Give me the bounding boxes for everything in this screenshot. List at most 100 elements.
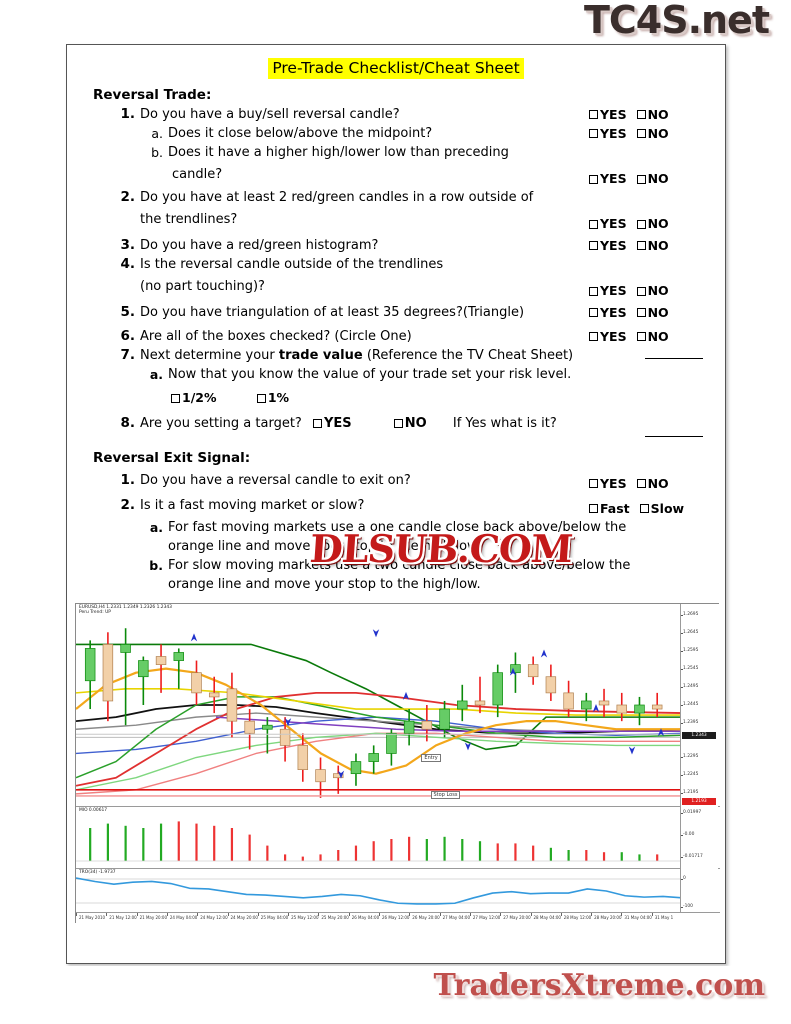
site-logo-tc4s: TC4S.net (583, 0, 770, 42)
no-option[interactable]: NO (636, 327, 669, 346)
site-logo-tradersxtreme: TradersXtreme.com (433, 968, 765, 1003)
slow-label: Slow (650, 501, 685, 516)
yes-option[interactable]: YES (589, 303, 627, 322)
no-option[interactable]: NO (636, 236, 669, 255)
yes-option[interactable]: YES (589, 124, 627, 143)
no-option[interactable]: NO (636, 278, 669, 304)
item-number: 1. (120, 472, 135, 488)
answer-group: YES NO (589, 278, 707, 304)
no-option[interactable]: NO (636, 105, 669, 124)
no-option[interactable]: NO (636, 211, 669, 237)
item-text: Do you have at least 2 red/green candles… (140, 190, 534, 205)
risk-half-percent-label: 1/2% (182, 390, 217, 405)
price-axis-tick: 1.2245 (680, 772, 699, 777)
checkbox-icon[interactable] (589, 504, 598, 513)
yes-option[interactable]: YES (589, 211, 627, 237)
item-text: Is the reversal candle outside of the tr… (140, 257, 444, 272)
checkbox-icon[interactable] (589, 174, 598, 184)
checklist-item: 6. Are all of the boxes checked? (Circle… (81, 327, 711, 346)
fast-option[interactable]: Fast (589, 496, 630, 521)
price-axis-tick: 1.2495 (680, 684, 699, 689)
checkbox-icon[interactable] (589, 308, 598, 317)
checkbox-icon[interactable] (636, 110, 646, 119)
target-no-label: NO (404, 416, 427, 431)
mio-axis-tick: 0.01997 (680, 810, 702, 815)
trade-value-bold: trade value (278, 348, 363, 363)
yes-option[interactable]: YES (589, 471, 627, 496)
item-text: Do you have a red/green histogram? (140, 238, 379, 253)
checkbox-icon[interactable] (256, 394, 266, 403)
time-axis-label: 24 May 20:00 (227, 913, 258, 920)
item-number: 2. (120, 497, 135, 513)
risk-half-percent-option[interactable]: 1/2% (171, 390, 217, 405)
no-option[interactable]: NO (636, 303, 669, 322)
checkbox-icon[interactable] (636, 308, 646, 317)
item-number: b. (151, 145, 163, 160)
trade-value-blank-field[interactable] (645, 346, 703, 359)
checklist-subitem: b. For slow moving markets use a two can… (81, 556, 711, 575)
time-axis-label: 27 May 04:00 (439, 913, 471, 920)
chart-mio-pane[interactable]: MIO 0.00617 (76, 806, 720, 868)
checkbox-icon[interactable] (589, 129, 598, 138)
yes-option[interactable]: YES (589, 236, 627, 255)
time-axis-label: 26 May 20:00 (409, 913, 440, 920)
no-label: NO (647, 126, 669, 141)
section-heading-reversal-exit: Reversal Exit Signal: (93, 450, 251, 466)
chart-tro-pane[interactable]: TRO(34) -1.9737 (76, 868, 720, 912)
trading-chart[interactable]: EURUSD,H4 1.2331 1.2349 1.2326 1.2343 Pe… (75, 603, 720, 924)
target-no-option[interactable]: NO (393, 416, 427, 431)
no-option[interactable]: NO (636, 166, 669, 192)
checkbox-icon[interactable] (589, 332, 598, 341)
checkbox-icon[interactable] (636, 219, 646, 229)
answer-group: YES NO (589, 303, 707, 322)
yes-label: YES (600, 305, 627, 320)
checkbox-icon[interactable] (636, 129, 646, 138)
checkbox-icon[interactable] (636, 332, 646, 341)
time-axis-label: 21 May 20:00 (136, 913, 168, 920)
checkbox-icon[interactable] (171, 394, 180, 403)
checkbox-icon[interactable] (639, 504, 649, 513)
slow-option[interactable]: Slow (639, 496, 685, 521)
section-heading-reversal-trade: Reversal Trade: (93, 87, 212, 103)
checklist-item: 2. Do you have at least 2 red/green cand… (81, 188, 711, 207)
checkbox-icon[interactable] (589, 241, 598, 250)
tro-indicator-label: TRO(34) -1.9737 (79, 870, 116, 875)
target-yes-option[interactable]: YES (312, 416, 352, 431)
checkbox-icon[interactable] (589, 479, 598, 488)
mio-histogram-svg (76, 821, 682, 862)
checkbox-icon[interactable] (589, 286, 598, 296)
checkbox-icon[interactable] (636, 479, 646, 488)
no-option[interactable]: NO (636, 124, 669, 143)
yes-label: YES (600, 238, 627, 253)
chart-price-pane[interactable]: EURUSD,H4 1.2331 1.2349 1.2326 1.2343 Pe… (76, 604, 720, 806)
item-text-continued: orange line and move your stop to the hi… (168, 577, 481, 592)
no-option[interactable]: NO (636, 471, 669, 496)
item-number: 4. (120, 256, 135, 272)
checkbox-icon[interactable] (312, 419, 322, 428)
yes-option[interactable]: YES (589, 278, 627, 304)
target-value-blank-field[interactable] (645, 424, 703, 437)
item-number: 6. (120, 328, 135, 344)
no-label: NO (647, 329, 669, 344)
price-axis-tick: 1.2295 (680, 754, 699, 759)
yes-option[interactable]: YES (589, 166, 627, 192)
checkbox-icon[interactable] (589, 219, 598, 229)
time-axis-label: 24 May 12:00 (197, 913, 228, 920)
tro-line-svg (76, 877, 682, 905)
checklist-rows-reversal-trade: 1. Do you have a buy/sell reversal candl… (81, 105, 711, 437)
yes-option[interactable]: YES (589, 327, 627, 346)
price-axis-tick: 1.2645 (680, 630, 699, 635)
item-text-continued: the trendlines? (140, 212, 238, 227)
item-text-continued: orange line and move your stop to the hi… (168, 539, 481, 554)
risk-one-percent-option[interactable]: 1% (256, 390, 289, 405)
checkbox-icon[interactable] (636, 174, 646, 184)
yes-option[interactable]: YES (589, 105, 627, 124)
checkbox-icon[interactable] (393, 419, 403, 428)
time-axis-label: 25 May 20:00 (318, 913, 349, 920)
section-reversal-trade: Reversal Trade: 1. Do you have a buy/sel… (67, 87, 725, 437)
chart-time-axis: 21 May 2010 21 May 12:00 21 May 20:00 24 Ma… (76, 912, 720, 924)
checkbox-icon[interactable] (636, 286, 646, 296)
item-number: 8. (120, 415, 135, 431)
checkbox-icon[interactable] (589, 110, 598, 119)
checkbox-icon[interactable] (636, 241, 646, 250)
